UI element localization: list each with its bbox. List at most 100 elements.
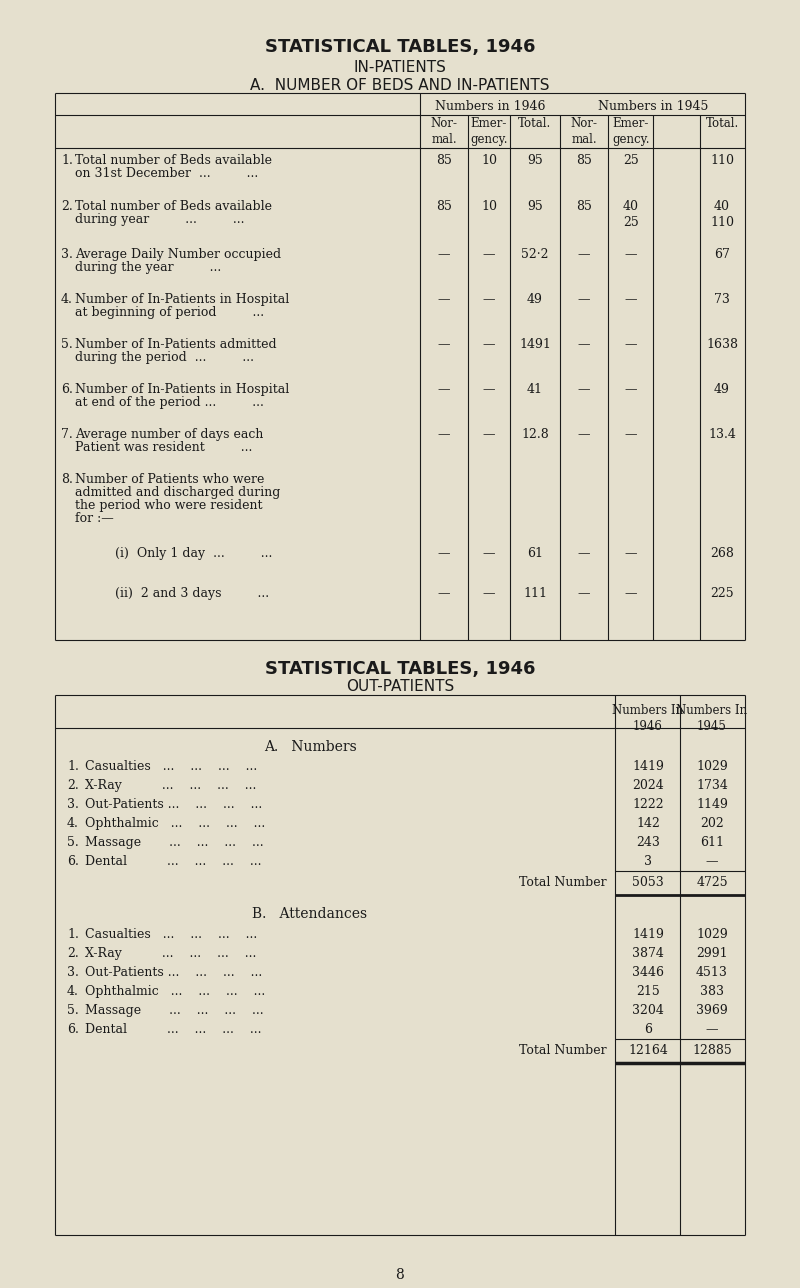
Text: 40
25: 40 25 (623, 200, 639, 229)
Text: 2.: 2. (67, 947, 78, 960)
Text: 142: 142 (636, 817, 660, 829)
Text: Massage       ...    ...    ...    ...: Massage ... ... ... ... (85, 836, 264, 849)
Text: Numbers in 1945: Numbers in 1945 (598, 100, 708, 113)
Text: X-Ray          ...    ...    ...    ...: X-Ray ... ... ... ... (85, 779, 256, 792)
Text: —: — (578, 292, 590, 307)
Text: for :—: for :— (75, 513, 114, 526)
Text: —: — (578, 547, 590, 560)
Text: on 31st December  ...         ...: on 31st December ... ... (75, 167, 258, 180)
Text: —: — (438, 428, 450, 440)
Text: 95: 95 (527, 200, 543, 213)
Text: 1419: 1419 (632, 760, 664, 773)
Text: 85: 85 (436, 155, 452, 167)
Text: 10: 10 (481, 200, 497, 213)
Text: admitted and discharged during: admitted and discharged during (75, 486, 280, 498)
Text: Number of Patients who were: Number of Patients who were (75, 473, 264, 486)
Text: Number of In-Patients in Hospital: Number of In-Patients in Hospital (75, 292, 290, 307)
Text: A.   Numbers: A. Numbers (264, 741, 356, 753)
Text: 12164: 12164 (628, 1045, 668, 1057)
Text: 41: 41 (527, 383, 543, 395)
Text: 7.: 7. (61, 428, 73, 440)
Text: 3204: 3204 (632, 1005, 664, 1018)
Text: —: — (438, 292, 450, 307)
Text: —: — (578, 428, 590, 440)
Text: at beginning of period         ...: at beginning of period ... (75, 307, 264, 319)
Text: Out-Patients ...    ...    ...    ...: Out-Patients ... ... ... ... (85, 799, 262, 811)
Text: 1029: 1029 (696, 927, 728, 942)
Text: 383: 383 (700, 985, 724, 998)
Text: —: — (438, 587, 450, 600)
Text: —: — (482, 337, 495, 352)
Text: X-Ray          ...    ...    ...    ...: X-Ray ... ... ... ... (85, 947, 256, 960)
Text: 111: 111 (523, 587, 547, 600)
Text: during year         ...         ...: during year ... ... (75, 213, 245, 225)
Text: 1222: 1222 (632, 799, 664, 811)
Text: 5.: 5. (61, 337, 73, 352)
Text: —: — (625, 428, 638, 440)
Text: 5.: 5. (67, 836, 78, 849)
Text: 1.: 1. (67, 927, 79, 942)
Text: 1029: 1029 (696, 760, 728, 773)
Text: 6.: 6. (67, 1023, 79, 1036)
Text: —: — (578, 587, 590, 600)
Text: —: — (438, 547, 450, 560)
Text: 85: 85 (436, 200, 452, 213)
Text: 25: 25 (623, 155, 639, 167)
Text: 10: 10 (481, 155, 497, 167)
Text: 4513: 4513 (696, 966, 728, 979)
Text: Total.: Total. (518, 117, 552, 130)
Text: 52·2: 52·2 (522, 249, 549, 261)
Text: 6.: 6. (67, 855, 79, 868)
Text: 4.: 4. (61, 292, 73, 307)
Text: Out-Patients ...    ...    ...    ...: Out-Patients ... ... ... ... (85, 966, 262, 979)
Text: Total Number: Total Number (519, 876, 607, 889)
Text: 110: 110 (710, 155, 734, 167)
Text: 2991: 2991 (696, 947, 728, 960)
Text: A.  NUMBER OF BEDS AND IN-PATIENTS: A. NUMBER OF BEDS AND IN-PATIENTS (250, 79, 550, 93)
Text: —: — (578, 249, 590, 261)
Text: 1149: 1149 (696, 799, 728, 811)
Text: 5053: 5053 (632, 876, 664, 889)
Text: 85: 85 (576, 155, 592, 167)
Text: Ophthalmic   ...    ...    ...    ...: Ophthalmic ... ... ... ... (85, 817, 266, 829)
Text: 4.: 4. (67, 985, 79, 998)
Text: 611: 611 (700, 836, 724, 849)
Text: —: — (482, 292, 495, 307)
Text: 3.: 3. (61, 249, 73, 261)
Text: the period who were resident: the period who were resident (75, 498, 262, 513)
Text: —: — (625, 547, 638, 560)
Text: B.   Attendances: B. Attendances (253, 907, 367, 921)
Text: Numbers In
1945: Numbers In 1945 (677, 705, 747, 733)
Text: Total number of Beds available: Total number of Beds available (75, 200, 272, 213)
Text: —: — (625, 587, 638, 600)
Text: Average Daily Number occupied: Average Daily Number occupied (75, 249, 281, 261)
Text: during the period  ...         ...: during the period ... ... (75, 352, 254, 365)
Text: —: — (625, 383, 638, 395)
Text: Number of In-Patients admitted: Number of In-Patients admitted (75, 337, 277, 352)
Text: 8: 8 (396, 1267, 404, 1282)
Text: —: — (578, 337, 590, 352)
Text: Emer-
gency.: Emer- gency. (470, 117, 508, 146)
Text: IN-PATIENTS: IN-PATIENTS (354, 61, 446, 75)
Text: 1.: 1. (61, 155, 73, 167)
Text: Total Number: Total Number (519, 1045, 607, 1057)
Text: 268: 268 (710, 547, 734, 560)
Text: 3.: 3. (67, 966, 79, 979)
Text: 202: 202 (700, 817, 724, 829)
Text: Nor-
mal.: Nor- mal. (430, 117, 458, 146)
Text: STATISTICAL TABLES, 1946: STATISTICAL TABLES, 1946 (265, 39, 535, 55)
Text: —: — (438, 337, 450, 352)
Text: during the year         ...: during the year ... (75, 261, 222, 274)
Text: 8.: 8. (61, 473, 73, 486)
Text: 1734: 1734 (696, 779, 728, 792)
Text: —: — (482, 547, 495, 560)
Text: 6: 6 (644, 1023, 652, 1036)
Text: 215: 215 (636, 985, 660, 998)
Text: Emer-
gency.: Emer- gency. (612, 117, 650, 146)
Text: 3446: 3446 (632, 966, 664, 979)
Text: 3.: 3. (67, 799, 79, 811)
Text: 1419: 1419 (632, 927, 664, 942)
Text: 12885: 12885 (692, 1045, 732, 1057)
Text: Total.: Total. (706, 117, 738, 130)
Text: Patient was resident         ...: Patient was resident ... (75, 440, 252, 453)
